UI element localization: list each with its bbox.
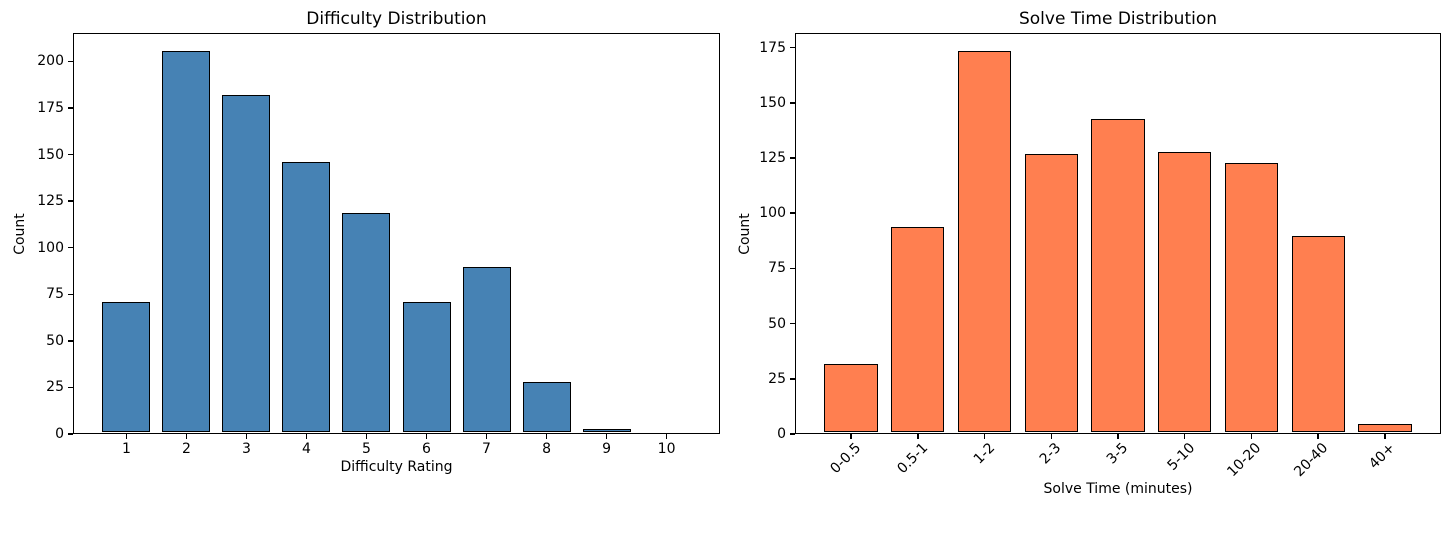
x-tick-mark (185, 434, 188, 439)
bar (1158, 152, 1212, 433)
x-tick-label: 5 (362, 441, 371, 457)
y-tick-label: 150 (37, 146, 64, 163)
y-tick-mark (68, 340, 73, 342)
bar (891, 227, 945, 433)
x-tick-label: 8 (542, 441, 551, 457)
x-tick-label: 6 (422, 441, 431, 457)
x-axis-label: Solve Time (minutes) (1043, 481, 1193, 497)
bar (582, 428, 631, 433)
x-tick-mark (1250, 434, 1253, 439)
y-tick-mark (68, 200, 73, 202)
x-tick-label: 2 (181, 441, 191, 457)
x-tick-mark (1384, 434, 1386, 439)
x-tick-label: 10 (657, 441, 676, 457)
y-tick-mark (790, 102, 795, 104)
x-tick-mark (425, 434, 428, 439)
bar (824, 364, 878, 433)
y-tick-label: 0 (55, 426, 64, 442)
x-tick-label: 9 (602, 441, 612, 457)
y-tick-mark (68, 153, 73, 156)
y-tick-label: 0 (777, 426, 786, 442)
bar (1024, 154, 1078, 433)
x-tick-mark (1050, 434, 1052, 439)
bar (282, 162, 331, 433)
difficulty-chart: Difficulty Distribution Count Difficulty… (0, 0, 728, 520)
y-tick-mark (68, 107, 73, 109)
bar (1291, 236, 1345, 433)
y-tick-mark (68, 293, 73, 296)
y-tick-mark (790, 433, 795, 435)
y-tick-label: 125 (759, 150, 786, 167)
bar (1224, 163, 1279, 433)
bar (462, 266, 511, 433)
y-tick-mark (68, 386, 73, 389)
y-tick-label: 200 (37, 53, 64, 70)
y-tick-mark (68, 433, 73, 435)
bar (402, 302, 451, 433)
x-tick-mark (1317, 434, 1319, 439)
x-tick-label: 4 (302, 441, 311, 457)
x-tick-mark (305, 434, 308, 439)
x-tick-mark (983, 434, 986, 439)
bar (102, 302, 151, 433)
bar (342, 212, 391, 433)
x-tick-mark (485, 434, 488, 439)
y-tick-mark (790, 212, 795, 214)
y-tick-label: 175 (37, 99, 64, 116)
bar (222, 95, 271, 433)
x-tick-mark (365, 434, 368, 439)
y-tick-label: 25 (768, 370, 786, 387)
chart-title: Difficulty Distribution (306, 9, 487, 29)
y-tick-label: 100 (37, 239, 64, 256)
x-tick-mark (245, 434, 248, 439)
y-axis-label-wrap: Count (6, 33, 34, 434)
x-tick-mark (1117, 434, 1119, 439)
y-tick-mark (68, 60, 73, 63)
y-tick-mark (790, 46, 795, 49)
x-tick-label: 1 (121, 441, 131, 457)
x-tick-mark (665, 434, 668, 439)
figure-canvas: Difficulty Distribution Count Difficulty… (0, 0, 1456, 520)
bar (162, 50, 211, 433)
y-tick-label: 75 (768, 260, 786, 277)
chart-title: Solve Time Distribution (1018, 9, 1218, 29)
y-tick-label: 75 (46, 286, 64, 303)
bar (1091, 119, 1145, 433)
x-tick-label: 7 (482, 441, 491, 457)
y-tick-label: 50 (768, 315, 786, 332)
bar (957, 50, 1012, 433)
x-tick-mark (125, 434, 128, 439)
y-tick-mark (790, 322, 795, 325)
x-tick-mark (850, 434, 852, 439)
y-tick-label: 50 (46, 332, 64, 349)
y-tick-label: 175 (759, 39, 786, 56)
x-tick-mark (605, 434, 608, 439)
x-tick-label: 3 (241, 441, 251, 457)
y-tick-mark (790, 378, 795, 380)
y-tick-label: 150 (759, 94, 786, 111)
bar (522, 382, 571, 433)
y-tick-label: 25 (46, 379, 64, 396)
y-tick-label: 125 (37, 193, 64, 210)
x-tick-mark (917, 434, 919, 439)
y-tick-mark (790, 157, 795, 159)
bar (1358, 423, 1412, 433)
x-tick-mark (545, 434, 548, 439)
x-tick-mark (1183, 434, 1186, 439)
x-axis-label: Difficulty Rating (340, 459, 453, 475)
solve-time-chart: Solve Time Distribution Count Solve Time… (728, 0, 1456, 520)
y-tick-mark (790, 267, 795, 270)
y-tick-mark (68, 246, 73, 249)
y-tick-label: 100 (759, 205, 786, 222)
